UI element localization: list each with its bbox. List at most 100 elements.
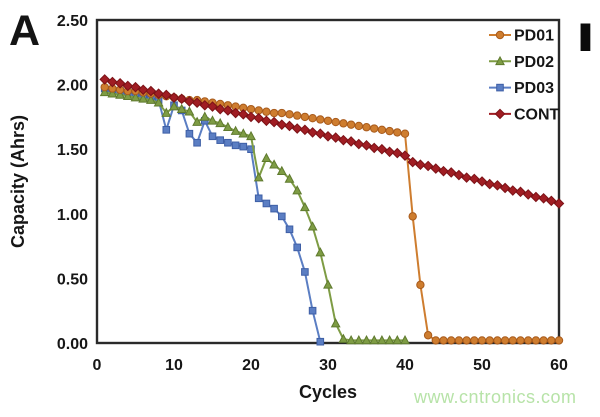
CONT-marker — [338, 134, 349, 146]
CONT-marker — [276, 119, 288, 130]
CONT-marker — [330, 132, 342, 143]
PD02-marker — [184, 106, 195, 116]
PD01-marker — [493, 336, 502, 345]
CONT-marker — [391, 147, 403, 159]
PD01-marker — [408, 212, 417, 221]
PD01-marker — [316, 115, 325, 124]
CONT-marker — [253, 112, 265, 124]
PD02-marker — [215, 117, 226, 128]
PD01-marker — [331, 117, 340, 127]
PD01-marker — [423, 331, 433, 340]
CONT-marker — [184, 96, 195, 107]
CONT-marker — [99, 74, 111, 85]
CONT-marker — [515, 186, 526, 198]
CONT-marker — [492, 180, 503, 191]
CONT-marker — [484, 178, 496, 190]
series-CONT — [99, 74, 565, 209]
PD02-marker — [392, 334, 403, 345]
CONT-marker — [353, 138, 365, 150]
CONT-marker — [137, 84, 149, 96]
PD01-marker — [454, 336, 464, 345]
PD03-marker — [162, 126, 171, 134]
PD02-marker — [315, 247, 326, 257]
PD02-marker — [246, 130, 256, 141]
CONT-marker — [114, 78, 126, 89]
PD02-marker — [269, 159, 280, 169]
CONT-marker — [261, 115, 272, 127]
PD02-marker — [292, 185, 303, 195]
PD02-marker — [338, 333, 349, 343]
PD02-marker — [369, 334, 380, 345]
PD02-marker — [145, 94, 156, 104]
PD02-marker — [353, 334, 364, 345]
PD01-marker — [323, 116, 333, 125]
CONT-marker — [476, 176, 488, 187]
PD02-marker — [138, 93, 149, 103]
CONT-marker — [168, 92, 180, 103]
CONT-marker — [245, 111, 257, 123]
PD01-marker — [277, 108, 286, 118]
CONT-marker — [291, 123, 303, 134]
PD02-marker — [376, 334, 387, 345]
PD02-marker — [323, 279, 333, 289]
x-tick-label: 50 — [473, 357, 491, 374]
y-tick-label: 2.50 — [57, 13, 88, 30]
PD01-marker — [393, 128, 402, 137]
PD01-marker — [377, 125, 387, 135]
CONT-marker — [107, 76, 118, 88]
PD01-marker — [346, 120, 356, 129]
CONT-marker — [145, 85, 157, 97]
PD01-marker — [262, 107, 271, 116]
panel-label: A — [9, 7, 41, 55]
PD03-marker — [293, 243, 301, 252]
PD01-marker — [531, 336, 541, 345]
PD03-marker — [270, 204, 278, 213]
PD01-marker — [462, 336, 471, 345]
PD01-marker — [508, 336, 517, 345]
PD01-marker — [431, 336, 440, 345]
PD02-marker — [276, 165, 287, 175]
CONT-marker — [268, 116, 280, 128]
CONT-marker — [207, 101, 218, 112]
PD01-marker — [524, 336, 533, 345]
CONT-marker — [199, 99, 211, 111]
PD02-marker — [169, 101, 179, 111]
CONT-marker — [494, 108, 506, 120]
PD03-marker — [301, 268, 309, 276]
PD02-marker — [207, 115, 218, 125]
PD02-marker — [361, 334, 372, 345]
PD01-marker — [516, 336, 525, 345]
y-tick-label: 1.00 — [57, 207, 88, 224]
PD02-marker — [400, 334, 410, 345]
x-axis-title: Cycles — [299, 382, 357, 402]
PD03-marker — [208, 132, 217, 141]
legend-label-CONT: CONT — [514, 106, 560, 123]
PD02-marker — [261, 152, 272, 163]
PD03-marker — [262, 199, 271, 208]
x-tick-label: 60 — [550, 357, 568, 374]
legend: PD01 PD02 PD03 CONT — [489, 28, 560, 123]
PD03-marker — [254, 194, 263, 203]
PD02-marker — [99, 86, 110, 97]
PD01-marker — [400, 129, 410, 138]
CONT-marker — [345, 136, 357, 147]
CONT-marker — [214, 103, 226, 115]
x-tick-label: 20 — [242, 357, 260, 374]
PD02-marker — [161, 107, 172, 117]
y-axis-title: Capacity (Ahrs) — [8, 115, 28, 248]
CONT-marker — [160, 89, 172, 101]
CONT-marker — [415, 159, 426, 171]
PD02-marker — [384, 334, 395, 345]
PD01-marker — [470, 336, 479, 345]
PD02-marker — [253, 172, 264, 182]
PD01-marker — [370, 124, 379, 133]
PD01-marker — [539, 336, 548, 345]
plot-border — [95, 18, 561, 345]
PD03-marker — [185, 129, 194, 138]
PD03-marker — [496, 83, 504, 92]
CONT-marker — [499, 182, 511, 194]
CONT-marker — [299, 124, 311, 136]
PD03-marker — [308, 306, 317, 315]
